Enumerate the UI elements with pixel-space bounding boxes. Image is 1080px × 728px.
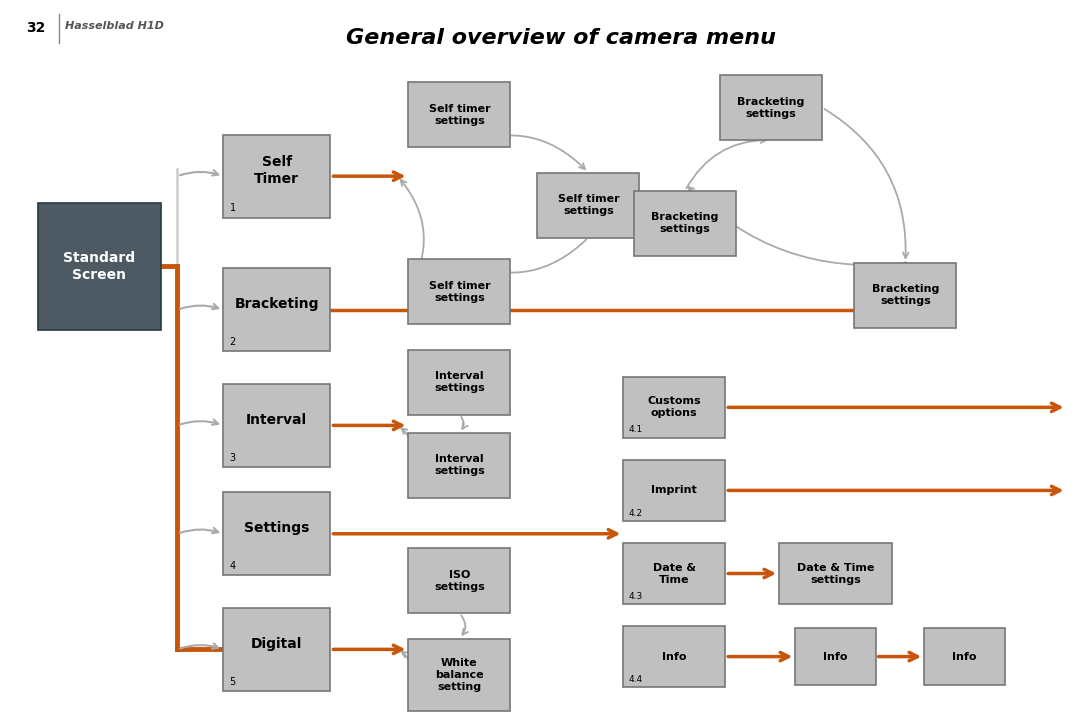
Text: 4.2: 4.2 xyxy=(629,509,643,518)
FancyBboxPatch shape xyxy=(224,135,330,218)
FancyBboxPatch shape xyxy=(623,543,726,604)
Text: 4: 4 xyxy=(229,561,235,571)
FancyBboxPatch shape xyxy=(224,269,330,352)
FancyBboxPatch shape xyxy=(224,384,330,467)
FancyBboxPatch shape xyxy=(720,75,822,140)
FancyBboxPatch shape xyxy=(779,543,892,604)
FancyBboxPatch shape xyxy=(408,548,511,613)
Text: 1: 1 xyxy=(229,203,235,213)
Text: 32: 32 xyxy=(26,21,45,35)
FancyBboxPatch shape xyxy=(538,173,639,237)
FancyBboxPatch shape xyxy=(224,492,330,575)
Text: Info: Info xyxy=(662,652,687,662)
FancyBboxPatch shape xyxy=(408,638,511,711)
Text: Customs
options: Customs options xyxy=(648,396,701,419)
FancyBboxPatch shape xyxy=(623,376,726,438)
FancyBboxPatch shape xyxy=(408,259,511,324)
Text: 4.3: 4.3 xyxy=(629,592,643,601)
Text: Self
Timer: Self Timer xyxy=(254,155,299,186)
FancyBboxPatch shape xyxy=(38,203,161,330)
Text: Bracketing: Bracketing xyxy=(234,297,319,311)
Text: 5: 5 xyxy=(229,676,235,687)
Text: 4.4: 4.4 xyxy=(629,675,643,684)
Text: Digital: Digital xyxy=(251,636,302,651)
Text: Bracketing
settings: Bracketing settings xyxy=(738,97,805,119)
FancyBboxPatch shape xyxy=(408,82,511,147)
Text: General overview of camera menu: General overview of camera menu xyxy=(347,28,777,48)
Text: Hasselblad H1D: Hasselblad H1D xyxy=(65,21,164,31)
FancyBboxPatch shape xyxy=(623,626,726,687)
Text: ISO
settings: ISO settings xyxy=(434,570,485,592)
FancyBboxPatch shape xyxy=(408,349,511,414)
Text: 2: 2 xyxy=(229,337,235,347)
Text: 3: 3 xyxy=(229,453,235,462)
Text: Bracketing
settings: Bracketing settings xyxy=(872,285,939,306)
FancyBboxPatch shape xyxy=(623,459,726,521)
Text: Self timer
settings: Self timer settings xyxy=(429,281,490,303)
Text: Interval: Interval xyxy=(246,413,308,427)
Text: Info: Info xyxy=(953,652,976,662)
FancyBboxPatch shape xyxy=(795,628,876,686)
Text: 4.1: 4.1 xyxy=(629,425,643,435)
Text: Imprint: Imprint xyxy=(651,486,698,496)
Text: Interval
settings: Interval settings xyxy=(434,371,485,393)
Text: Self timer
settings: Self timer settings xyxy=(429,104,490,126)
FancyBboxPatch shape xyxy=(924,628,1004,686)
Text: Interval
settings: Interval settings xyxy=(434,454,485,476)
Text: Info: Info xyxy=(823,652,848,662)
Text: Standard
Screen: Standard Screen xyxy=(64,251,136,282)
Text: White
balance
setting: White balance setting xyxy=(435,657,484,692)
Text: Self timer
settings: Self timer settings xyxy=(557,194,619,216)
Text: Date & Time
settings: Date & Time settings xyxy=(797,563,874,585)
FancyBboxPatch shape xyxy=(408,432,511,498)
FancyBboxPatch shape xyxy=(224,608,330,691)
FancyBboxPatch shape xyxy=(854,263,957,328)
FancyBboxPatch shape xyxy=(634,191,737,256)
Text: Bracketing
settings: Bracketing settings xyxy=(651,212,718,234)
Text: Date &
Time: Date & Time xyxy=(652,563,696,585)
Text: Settings: Settings xyxy=(244,521,310,535)
